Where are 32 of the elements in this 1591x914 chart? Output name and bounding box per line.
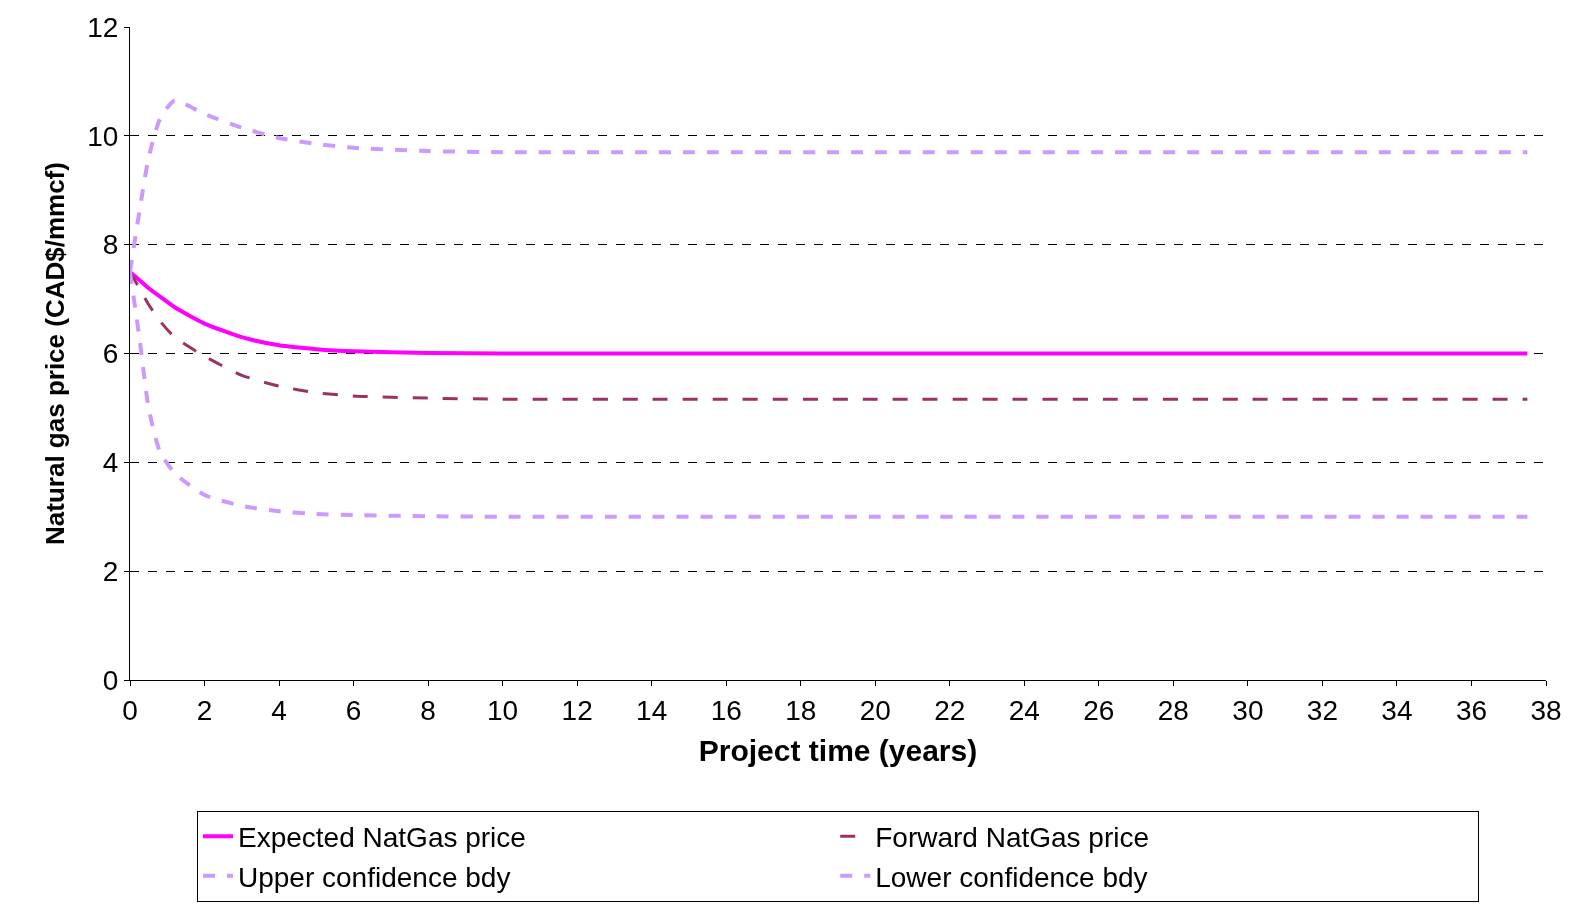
x-tick-label: 28 xyxy=(1157,694,1189,726)
x-tick-label: 20 xyxy=(859,694,891,726)
x-tick-label: 16 xyxy=(710,694,742,726)
y-tick-label: 0 xyxy=(102,664,119,696)
x-tick-label: 30 xyxy=(1232,694,1264,726)
x-tick-label: 38 xyxy=(1530,694,1562,726)
y-tick-label: 6 xyxy=(102,338,119,370)
legend-label: Forward NatGas price xyxy=(875,822,1150,854)
legend-label: Lower confidence bdy xyxy=(875,861,1148,893)
x-tick-label: 4 xyxy=(271,694,287,726)
y-axis-title: Natural gas price (CAD$/mmcf) xyxy=(39,162,70,545)
x-tick-label: 8 xyxy=(420,694,436,726)
x-tick-label: 18 xyxy=(785,694,817,726)
x-tick-label: 6 xyxy=(345,694,362,726)
x-axis-title: Project time (years) xyxy=(698,734,978,768)
y-tick-label: 10 xyxy=(87,120,119,152)
y-tick-label: 8 xyxy=(102,229,119,261)
x-tick-label: 2 xyxy=(196,694,213,726)
x-tick-label: 26 xyxy=(1083,694,1115,726)
x-tick-label: 36 xyxy=(1455,694,1488,726)
x-tick-label: 22 xyxy=(934,694,966,726)
x-tick-label: 24 xyxy=(1008,694,1040,726)
legend-label: Expected NatGas price xyxy=(238,822,526,854)
x-tick-label: 10 xyxy=(487,694,519,726)
x-tick-label: 32 xyxy=(1306,694,1338,726)
y-tick-label: 4 xyxy=(102,447,119,479)
x-tick-label: 12 xyxy=(561,694,593,726)
x-tick-label: 14 xyxy=(636,694,668,726)
y-tick-label: 12 xyxy=(87,11,119,43)
y-tick-label: 2 xyxy=(102,555,119,587)
legend-label: Upper confidence bdy xyxy=(238,861,511,893)
x-tick-label: 34 xyxy=(1381,694,1413,726)
